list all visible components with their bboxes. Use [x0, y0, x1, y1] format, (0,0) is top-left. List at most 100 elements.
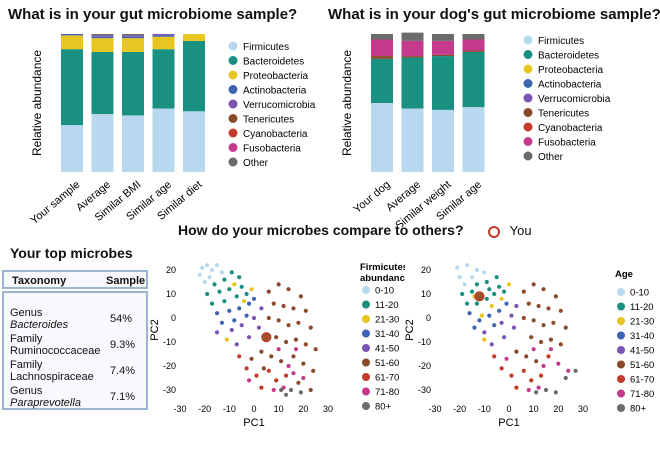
legend-swatch: [523, 108, 533, 117]
bar-segment-other: [401, 32, 424, 41]
scatter-point: [251, 315, 257, 321]
legend-swatch: [523, 64, 533, 74]
scatter-point: [551, 320, 556, 325]
bar-segment-firmicutes: [432, 109, 454, 172]
legend-swatch: [617, 389, 625, 398]
scatter-point: [276, 347, 281, 352]
you-point: [474, 291, 485, 302]
legend-swatch: [523, 50, 533, 59]
legend-swatch: [523, 79, 533, 88]
scatter-point: [283, 392, 289, 397]
y-tick-label: 10: [421, 289, 431, 299]
bar-segment-proteobacteria: [122, 38, 144, 52]
x-tick-label: 20: [298, 404, 308, 414]
scatter-point: [460, 291, 465, 297]
x-tick-label: 0: [506, 404, 511, 414]
taxonomy-header: Taxonomy: [12, 275, 67, 287]
scatter-point: [514, 349, 519, 354]
scatter-point: [244, 313, 249, 318]
y-tick-label: -20: [163, 361, 176, 371]
scatter-point: [239, 323, 244, 328]
scatter-point: [303, 308, 308, 313]
taxonomy-rank: Family: [10, 333, 43, 345]
scatter-point: [536, 303, 541, 309]
scatter-point: [239, 284, 244, 289]
scatter-point: [484, 296, 489, 301]
legend-label: Tenericutes: [538, 109, 589, 120]
bar-segment-bacteroidetes: [152, 49, 175, 109]
scatter-point: [229, 327, 234, 333]
legend-swatch: [617, 360, 625, 369]
scatter-point: [501, 335, 507, 340]
table-row: Genus Paraprevotella 7.1%: [10, 385, 146, 409]
legend-label: Bacteroidetes: [243, 57, 304, 68]
bar-segment-firmicutes: [122, 115, 144, 172]
scatter-point: [244, 291, 249, 297]
bar-segment-firmicutes: [61, 125, 83, 172]
legend-swatch: [362, 358, 370, 367]
legend-swatch: [617, 375, 625, 383]
y-tick-label: 20: [421, 265, 431, 275]
scatter-point: [457, 275, 462, 280]
bar-segment-tenericutes: [432, 54, 454, 57]
scatter-point: [479, 313, 484, 318]
bar-segment-proteobacteria: [61, 35, 83, 50]
scatter-point: [526, 301, 531, 306]
you-legend-label: You: [509, 223, 532, 238]
scatter-point: [232, 318, 237, 323]
scatter-point: [474, 267, 480, 273]
bar-segment-firmicutes: [401, 108, 424, 172]
bar-segment-tenericutes: [462, 50, 485, 52]
scatter-point: [521, 289, 526, 294]
bar-segment-firmicutes: [91, 114, 114, 172]
scatter-point: [529, 335, 534, 340]
legend-label: Firmicutes: [243, 42, 289, 53]
legend-label: Cyanobacteria: [538, 123, 603, 134]
bar-segment-proteobacteria: [183, 34, 205, 41]
scatter-point: [558, 308, 563, 313]
bar-segment-verrucomicrobia: [152, 34, 175, 36]
legend-swatch: [523, 137, 533, 146]
legend-title: Age: [615, 269, 633, 280]
scatter-point: [224, 337, 229, 342]
scatter-point: [499, 296, 504, 301]
scatter-point: [531, 282, 536, 287]
scatter-point: [205, 291, 210, 297]
scatter-point: [482, 330, 487, 335]
table-body: Genus Bacteroides 54% Family Ruminococcaceae…: [2, 291, 148, 410]
scatter-point: [207, 275, 212, 280]
x-tick-label: -20: [453, 404, 466, 414]
bar-segment-other: [91, 34, 114, 36]
legend-swatch: [228, 114, 238, 123]
y-tick-label: -30: [418, 385, 431, 395]
scatter-point: [232, 282, 237, 287]
scatter-point: [301, 375, 306, 381]
scatter-point: [237, 275, 242, 280]
scatter-point: [543, 387, 549, 393]
scatter-point: [558, 342, 563, 347]
scatter-point: [251, 296, 257, 301]
scatter-point: [477, 318, 482, 323]
sample-header: Sample: [106, 275, 146, 287]
scatter-point: [259, 385, 264, 390]
bar-segment-actinobacteria: [91, 36, 114, 39]
scatter-point: [536, 385, 541, 390]
legend-swatch: [617, 331, 625, 340]
bar-segment-verrucomicrobia: [122, 35, 144, 37]
scatter-age: -30 -20 -10 0 10 20 30 -30 -20 -10 0 10 20 PC1 PC2 Age 0…: [405, 263, 654, 429]
scatter-point: [269, 354, 274, 359]
scatter-point: [489, 303, 494, 309]
scatter-point: [482, 270, 487, 275]
sample-value: 9.3%: [110, 339, 136, 351]
y-tick-label: 10: [166, 289, 176, 299]
you-legend: You: [488, 223, 532, 238]
bar-segment-bacteroidetes: [401, 57, 424, 109]
scatter-point: [462, 282, 467, 287]
legend-swatch: [228, 157, 238, 167]
scatter-point: [202, 279, 207, 285]
sample-value: 7.1%: [110, 391, 136, 403]
legend-label: Fusobacteria: [243, 144, 301, 155]
taxonomy-name: Lachnospiraceae: [10, 371, 94, 383]
scatter-point: [504, 301, 509, 306]
scatter-point: [521, 315, 526, 321]
